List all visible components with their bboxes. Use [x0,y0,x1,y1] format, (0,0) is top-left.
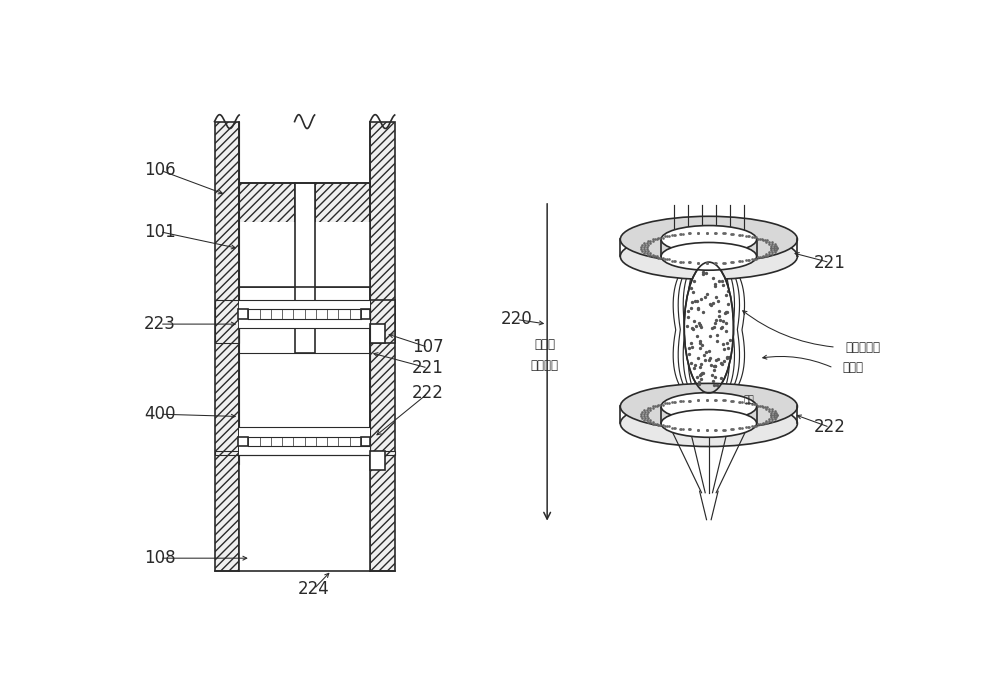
Bar [370,300,395,344]
Text: 电流: 电流 [743,395,754,404]
Ellipse shape [661,410,757,437]
Text: 221: 221 [814,254,846,272]
Text: 223: 223 [144,315,176,333]
Text: 220: 220 [500,311,532,329]
Text: 224: 224 [298,580,330,598]
Bar [215,451,239,455]
Ellipse shape [661,392,757,421]
Bar [361,436,370,446]
Ellipse shape [661,226,757,253]
Bar [239,427,370,455]
Text: 222: 222 [412,384,444,403]
Bar [295,183,315,353]
Bar [239,300,370,328]
Text: 等离子: 等离子 [534,338,555,351]
Text: 108: 108 [144,549,176,567]
Bar [215,300,239,344]
Bar [238,436,248,446]
Bar [315,183,370,287]
Bar [370,324,385,344]
Text: 磁力线: 磁力线 [842,362,863,375]
Bar [370,451,385,471]
Bar [215,121,239,571]
Text: 400: 400 [144,405,176,423]
Text: 101: 101 [144,223,176,241]
Text: 106: 106 [144,161,176,179]
Bar [238,309,248,319]
Bar [239,222,370,287]
Text: 107: 107 [412,338,444,356]
Bar [370,121,395,571]
Text: 222: 222 [814,418,846,436]
Bar [361,309,370,319]
Bar [370,451,395,455]
Ellipse shape [661,242,757,270]
Ellipse shape [620,383,797,429]
Text: 等离子射流: 等离子射流 [845,341,880,354]
Bar [239,183,295,287]
Bar [239,455,370,571]
Ellipse shape [620,233,797,279]
Text: 221: 221 [412,359,444,377]
Ellipse shape [620,216,797,263]
Text: 射流方向: 射流方向 [531,359,559,372]
Ellipse shape [684,262,733,393]
Ellipse shape [620,401,797,447]
